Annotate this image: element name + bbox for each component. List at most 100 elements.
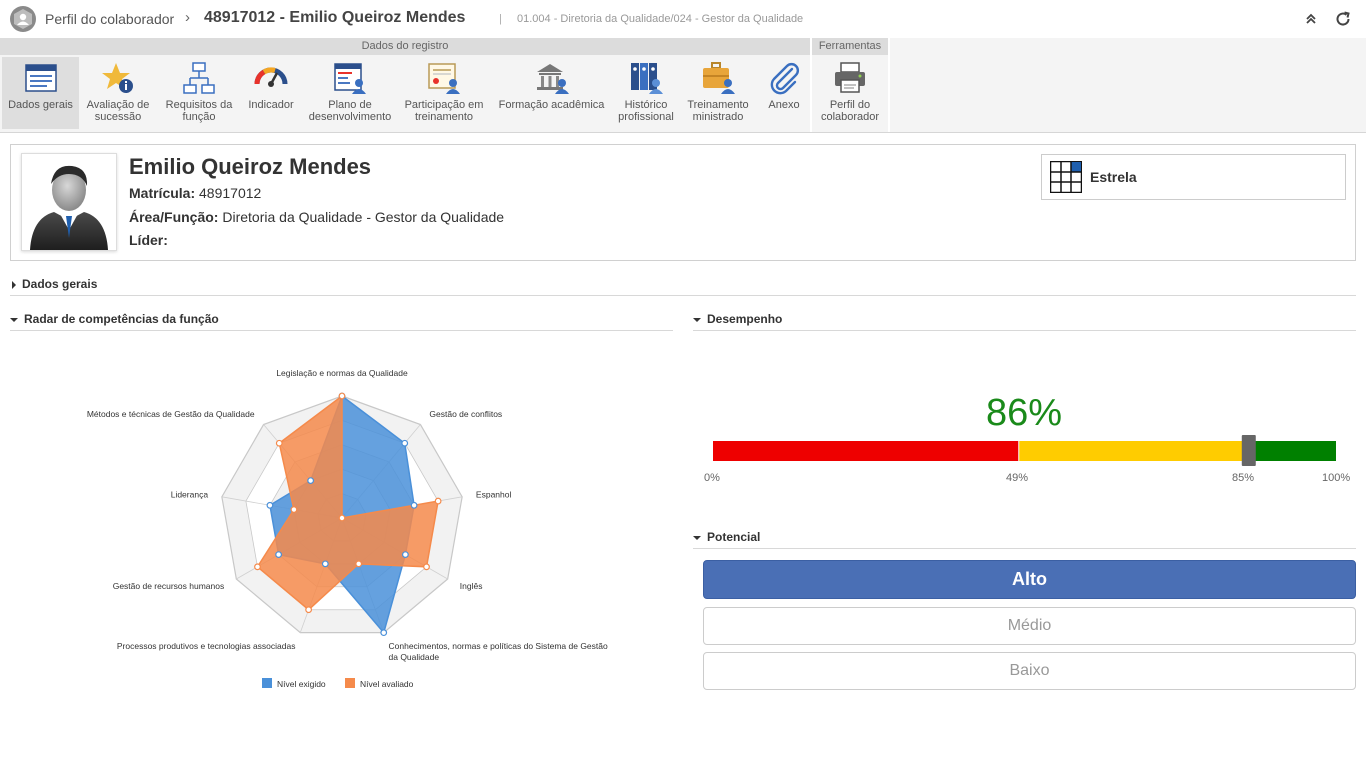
area-label: Área/Função:	[129, 209, 219, 225]
ribbon-label: Perfil do	[829, 99, 871, 111]
radar-data-point	[423, 563, 430, 571]
section-dados-gerais[interactable]: Dados gerais	[12, 277, 97, 291]
section-divider	[693, 330, 1356, 331]
radar-data-point	[275, 439, 283, 447]
radar-category-label-line: Espanhol	[476, 489, 512, 499]
ribbon-label: desenvolvimento	[308, 111, 392, 123]
general-data-icon	[24, 64, 57, 92]
ribbon-button-perfil-colaborador[interactable]: Perfil do colaborador	[814, 57, 886, 129]
toolbar-ribbon: Dados do registro Ferramentas Dados gera…	[0, 38, 1366, 133]
ribbon-button-historico-profissional[interactable]: Histórico profissional	[614, 57, 678, 129]
legend-label: Nível avaliado	[360, 679, 414, 689]
legend-label: Nível exigido	[277, 679, 326, 689]
section-radar[interactable]: Radar de competências da função	[10, 312, 219, 326]
ribbon-button-treinamento-ministrado[interactable]: Treinamento ministrado	[684, 57, 752, 129]
ribbon-label: Treinamento	[687, 99, 749, 111]
caret-down-icon	[693, 535, 701, 540]
ribbon-label: Dados gerais	[8, 99, 73, 111]
legend-swatch	[262, 678, 272, 688]
area-value: Diretoria da Qualidade - Gestor da Quali…	[222, 209, 505, 225]
radar-data-point	[355, 560, 363, 568]
section-label: Desempenho	[707, 312, 783, 326]
refresh-button[interactable]	[1332, 8, 1354, 30]
org-chart-icon	[183, 62, 215, 94]
radar-category-label-line: Conhecimentos, normas e políticas do Sis…	[389, 641, 608, 651]
ribbon-button-indicador[interactable]: Indicador	[241, 57, 301, 129]
ribbon-button-formacao-academica[interactable]: Formação acadêmica	[494, 57, 609, 129]
gauge-icon	[254, 67, 288, 87]
radar-category-label: Liderança	[171, 489, 209, 499]
potential-option-baixo[interactable]: Baixo	[703, 652, 1356, 690]
radar-data-point	[266, 501, 274, 509]
estrela-button[interactable]: Estrela	[1041, 154, 1346, 200]
radar-category-label: Processos produtivos e tecnologias assoc…	[117, 641, 296, 651]
app-logo-icon	[10, 6, 36, 32]
radar-data-point	[401, 439, 409, 447]
radar-data-point	[338, 392, 346, 400]
radar-data-point	[321, 560, 329, 568]
profile-name: Emilio Queiroz Mendes	[129, 154, 372, 179]
section-desempenho[interactable]: Desempenho	[693, 312, 782, 326]
matricula-label: Matrícula:	[129, 185, 196, 201]
radar-category-label: Métodos e técnicas de Gestão da Qualidad…	[87, 409, 255, 419]
radar-category-label-line: Gestão de recursos humanos	[113, 581, 225, 591]
radar-category-label-line: Gestão de conflitos	[429, 409, 502, 419]
chevron-double-up-icon	[1306, 13, 1316, 24]
performance-tick: 0%	[704, 472, 720, 484]
radar-category-label-line: Processos produtivos e tecnologias assoc…	[117, 641, 296, 651]
printer-icon	[835, 62, 865, 93]
radar-data-point	[307, 477, 315, 485]
lider-label: Líder:	[129, 232, 168, 248]
section-divider	[693, 548, 1356, 549]
performance-segment-mid	[1019, 441, 1243, 461]
ribbon-label: treinamento	[414, 111, 474, 123]
radar-category-label-line: Legislação e normas da Qualidade	[276, 368, 408, 378]
section-divider	[10, 295, 1356, 296]
radar-category-label: Gestão de conflitos	[429, 409, 502, 419]
radar-category-label-line: Liderança	[171, 489, 209, 499]
radar-data-point	[380, 629, 388, 637]
performance-marker	[1241, 435, 1256, 466]
breadcrumb-app[interactable]: Perfil do colaborador	[45, 11, 175, 27]
ribbon-label: sucessão	[94, 111, 142, 123]
star-info-icon	[102, 63, 133, 93]
caret-down-icon	[10, 317, 18, 322]
caret-right-icon	[12, 280, 16, 289]
radar-data-point	[275, 551, 283, 559]
legend-swatch	[345, 678, 355, 688]
collapse-button[interactable]	[1300, 8, 1322, 30]
ribbon-button-dados-gerais[interactable]: Dados gerais	[2, 57, 79, 129]
radar-category-label: Espanhol	[476, 489, 512, 499]
estrela-label: Estrela	[1090, 169, 1137, 185]
ribbon-button-avaliacao-sucessao[interactable]: Avaliação de sucessão	[81, 57, 155, 129]
performance-bar	[713, 435, 1336, 466]
radar-data-point	[305, 606, 313, 614]
radar-category-label: Inglês	[460, 581, 483, 591]
ribbon-label: Avaliação de	[86, 99, 150, 111]
potential-option-alto[interactable]: Alto	[703, 560, 1356, 599]
ribbon-label: colaborador	[820, 111, 880, 123]
ribbon-label: Plano de	[328, 99, 372, 111]
performance-segment-low	[713, 441, 1019, 461]
radar-category-label: Conhecimentos, normas e políticas do Sis…	[389, 641, 608, 662]
performance-segment-high	[1242, 441, 1336, 461]
page-subtitle: 01.004 - Diretoria da Qualidade/024 - Ge…	[517, 13, 804, 25]
ribbon-label: profissional	[618, 111, 674, 123]
ribbon-button-participacao-treinamento[interactable]: Participação em treinamento	[400, 57, 488, 129]
radar-data-point	[401, 551, 409, 559]
ribbon-button-anexo[interactable]: Anexo	[760, 57, 808, 129]
radar-data-point	[410, 501, 418, 509]
paperclip-icon	[770, 63, 799, 95]
section-potencial[interactable]: Potencial	[693, 530, 760, 544]
competency-radar-chart: Legislação e normas da Qualidade Gestão d…	[87, 368, 608, 689]
ribbon-button-requisitos-funcao[interactable]: Requisitos da função	[161, 57, 237, 129]
radar-category-label: Legislação e normas da Qualidade	[276, 368, 408, 378]
ribbon-label: Histórico	[624, 99, 668, 111]
refresh-icon	[1336, 11, 1350, 26]
caret-down-icon	[693, 317, 701, 322]
ribbon-label: Anexo	[768, 99, 800, 111]
section-label: Potencial	[707, 530, 761, 544]
radar-data-point	[290, 506, 298, 513]
potential-option-medio[interactable]: Médio	[703, 607, 1356, 645]
ribbon-button-plano-desenvolvimento[interactable]: Plano de desenvolvimento	[305, 57, 395, 129]
